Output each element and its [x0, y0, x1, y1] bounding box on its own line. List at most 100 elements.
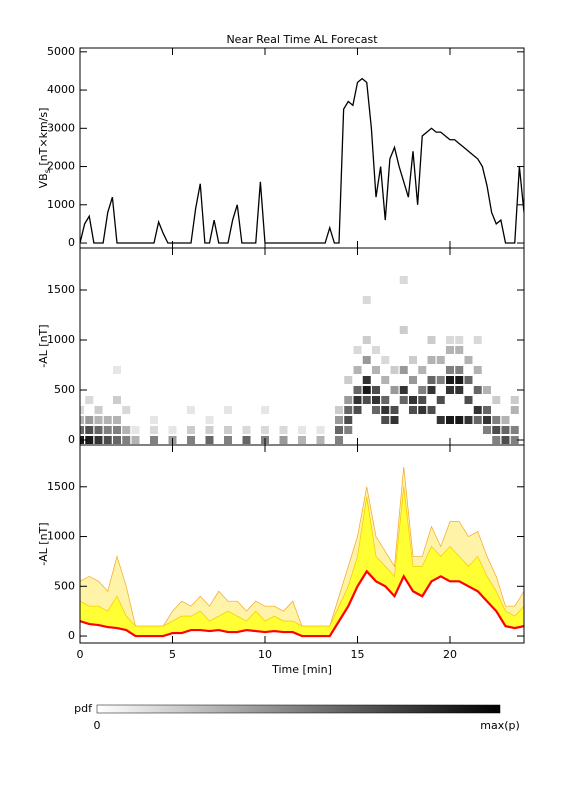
density-cell: [362, 336, 371, 344]
density-cell: [492, 396, 501, 404]
density-cell: [80, 426, 84, 434]
density-cell: [464, 376, 473, 384]
density-cell: [205, 426, 214, 434]
band-fill: [80, 486, 524, 637]
density-cell: [510, 426, 519, 434]
density-cell: [399, 276, 408, 284]
density-cell: [205, 436, 214, 444]
density-cell: [455, 386, 464, 394]
density-cell: [353, 406, 362, 414]
density-cell: [187, 436, 195, 444]
density-cell: [436, 376, 445, 384]
density-cell: [409, 396, 417, 404]
density-cell: [335, 406, 343, 414]
density-cell: [446, 386, 454, 394]
y-tick-label: 2000: [47, 160, 75, 173]
density-cell: [335, 436, 343, 444]
density-cell: [427, 376, 436, 384]
density-cell: [103, 426, 112, 434]
y-tick-label: 0: [68, 629, 75, 642]
colorbar-min: 0: [94, 719, 101, 732]
density-cell: [150, 436, 158, 444]
density-cell: [464, 396, 473, 404]
y-label-sub: s: [43, 169, 52, 173]
density-cell: [335, 416, 343, 424]
density-cell: [316, 426, 325, 434]
density-cell: [122, 406, 131, 414]
density-cell: [362, 376, 371, 384]
density-cell: [242, 426, 251, 434]
density-cell: [399, 386, 408, 394]
density-cell: [113, 416, 121, 424]
y-tick-label: 0: [68, 433, 75, 446]
density-cell: [242, 436, 251, 444]
density-cell: [473, 386, 482, 394]
density-cell: [418, 386, 427, 394]
plot-area: [80, 276, 519, 444]
density-cell: [344, 406, 353, 414]
density-cell: [372, 346, 380, 354]
density-cell: [473, 416, 482, 424]
density-cell: [279, 426, 288, 434]
density-cell: [427, 386, 436, 394]
density-cell: [455, 336, 464, 344]
density-cell: [483, 426, 491, 434]
density-cell: [187, 406, 195, 414]
density-cell: [224, 426, 232, 434]
density-cell: [353, 366, 362, 374]
density-cell: [455, 376, 464, 384]
density-cell: [353, 386, 362, 394]
density-cell: [344, 376, 353, 384]
y-tick-label: 4000: [47, 83, 75, 96]
y-axis-label: -AL [nT]: [37, 522, 50, 565]
density-cell: [168, 426, 177, 434]
x-tick-label: 20: [443, 648, 457, 661]
density-cell: [399, 326, 408, 334]
density-cell: [362, 386, 371, 394]
density-cell: [473, 406, 482, 414]
panel-frame: [79, 444, 525, 644]
density-cell: [492, 436, 501, 444]
density-cell: [362, 356, 371, 364]
density-cell: [409, 406, 417, 414]
density-cell: [510, 436, 519, 444]
density-cell: [483, 406, 491, 414]
density-cell: [464, 416, 473, 424]
density-cell: [436, 356, 445, 364]
density-cell: [492, 416, 501, 424]
density-cell: [298, 436, 306, 444]
density-cell: [390, 366, 399, 374]
colorbar: [96, 704, 501, 714]
density-cell: [131, 426, 140, 434]
density-cell: [455, 346, 464, 354]
density-cell: [344, 416, 353, 424]
density-cell: [224, 406, 232, 414]
density-cell: [187, 426, 195, 434]
density-cell: [113, 436, 121, 444]
data-line: [80, 77, 524, 244]
density-cell: [316, 436, 325, 444]
density-cell: [510, 406, 519, 414]
density-cell: [427, 406, 436, 414]
y-axis-label: VBs [nT×km/s]: [37, 108, 52, 189]
y-tick-label: 500: [54, 383, 75, 396]
density-cell: [510, 396, 519, 404]
x-tick-label: 5: [169, 648, 176, 661]
density-cell: [122, 436, 131, 444]
density-cell: [390, 406, 399, 414]
density-cell: [473, 366, 482, 374]
density-cell: [501, 426, 510, 434]
density-cell: [224, 436, 232, 444]
density-cell: [85, 396, 94, 404]
density-cell: [372, 396, 380, 404]
density-cell: [335, 426, 343, 434]
density-cell: [362, 296, 371, 304]
density-cell: [94, 406, 103, 414]
density-cell: [418, 366, 427, 374]
density-cell: [501, 416, 510, 424]
density-cell: [353, 396, 362, 404]
density-cell: [113, 366, 121, 374]
density-cell: [113, 396, 121, 404]
density-cell: [501, 436, 510, 444]
